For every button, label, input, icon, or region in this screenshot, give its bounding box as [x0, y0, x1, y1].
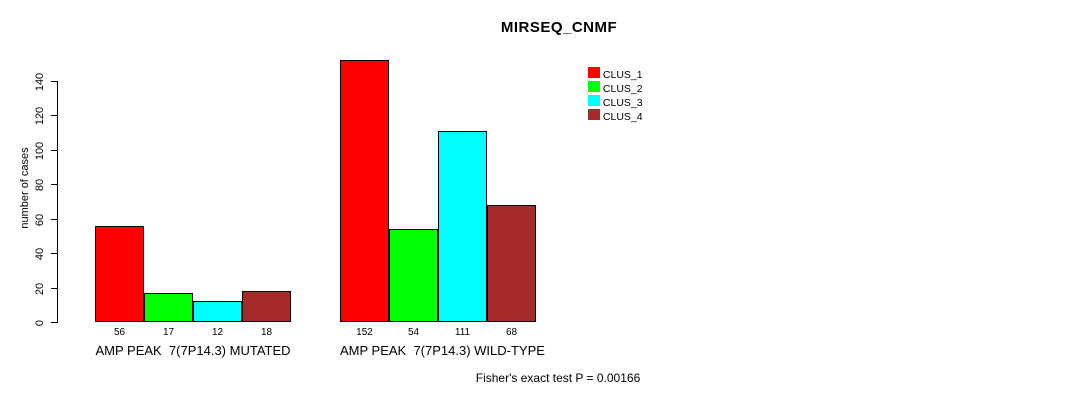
- bar-clus_3-group1: [193, 301, 242, 322]
- legend-label: CLUS_2: [600, 83, 643, 95]
- legend-swatch-icon: [588, 95, 600, 106]
- legend-swatch-icon: [588, 67, 600, 78]
- legend-item-clus_3: CLUS_3: [588, 93, 643, 109]
- y-axis-tick-label: 140: [34, 72, 46, 91]
- bar-value-label: 152: [356, 327, 373, 338]
- y-axis-tick: [51, 288, 57, 289]
- bar-clus_4-group2: [487, 205, 536, 322]
- y-axis-tick-label: 100: [34, 141, 46, 160]
- y-axis-label: number of cases: [19, 147, 31, 229]
- bar-value-label: 56: [113, 327, 126, 338]
- legend-item-clus_1: CLUS_1: [588, 65, 643, 81]
- bar-clus_3-group2: [438, 131, 487, 322]
- bar-value-label: 18: [260, 327, 273, 338]
- bar-clus_2-group1: [144, 293, 193, 322]
- bar-clus_1-group1: [95, 226, 144, 322]
- y-axis-tick-label: 40: [34, 247, 46, 260]
- legend-label: CLUS_4: [600, 111, 643, 123]
- bar-value-label: 12: [211, 327, 224, 338]
- y-axis-tick-label: 80: [34, 178, 46, 191]
- x-group-label-wild-type: AMP PEAK 7(7P14.3) WILD-TYPE: [340, 343, 545, 358]
- bar-value-label: 111: [454, 327, 471, 338]
- x-group-label-mutated: AMP PEAK 7(7P14.3) MUTATED: [95, 343, 291, 358]
- y-axis-tick: [51, 253, 57, 254]
- bar-value-label: 68: [505, 327, 518, 338]
- y-axis-line: [57, 81, 58, 323]
- fisher-test-footnote: Fisher's exact test P = 0.00166: [475, 371, 641, 385]
- y-axis-tick: [51, 184, 57, 185]
- y-axis-tick: [51, 115, 57, 116]
- y-axis-tick: [51, 322, 57, 323]
- y-axis-tick-label: 0: [34, 319, 46, 326]
- y-axis-tick: [51, 81, 57, 82]
- legend-swatch-icon: [588, 81, 600, 92]
- bar-value-label: 17: [162, 327, 175, 338]
- legend-label: CLUS_1: [600, 69, 643, 81]
- legend-item-clus_2: CLUS_2: [588, 79, 643, 95]
- legend-label: CLUS_3: [600, 97, 643, 109]
- legend-item-clus_4: CLUS_4: [588, 107, 643, 123]
- y-axis-tick-label: 20: [34, 282, 46, 295]
- bar-value-label: 54: [407, 327, 420, 338]
- chart-title: MIRSEQ_CNMF: [500, 19, 618, 36]
- y-axis-tick: [51, 219, 57, 220]
- bar-clus_1-group2: [340, 60, 389, 322]
- y-axis-tick: [51, 150, 57, 151]
- y-axis-tick-label: 120: [34, 106, 46, 125]
- bar-clus_2-group2: [389, 229, 438, 322]
- bar-clus_4-group1: [242, 291, 291, 322]
- legend-swatch-icon: [588, 109, 600, 120]
- y-axis-tick-label: 60: [34, 213, 46, 226]
